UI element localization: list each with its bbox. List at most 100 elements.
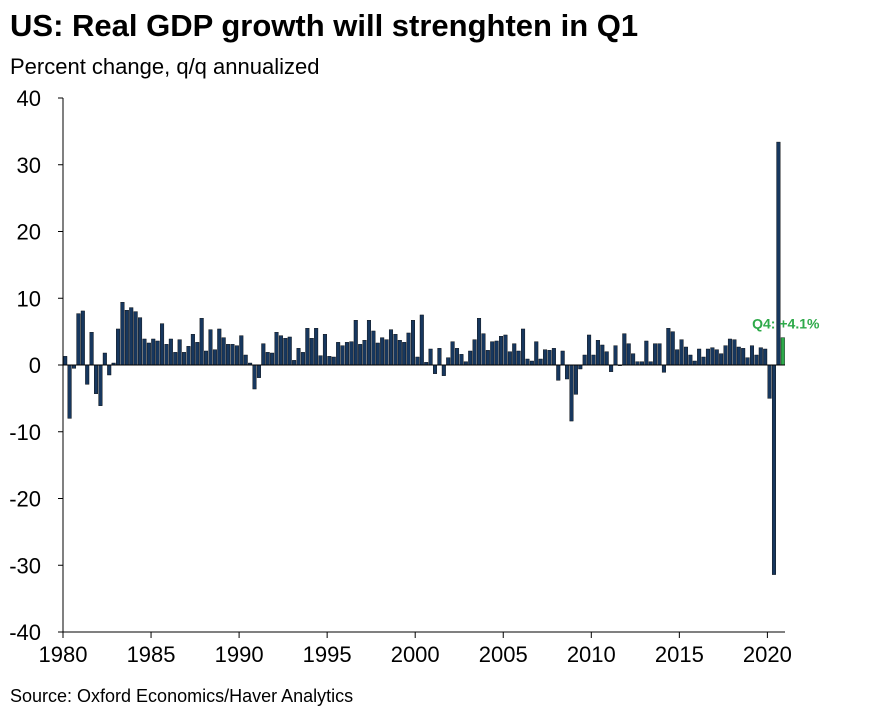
bar [551,348,556,366]
bar [455,348,460,366]
bar [727,338,732,366]
x-tick-label: 2015 [655,642,704,667]
bar [657,343,662,366]
bar [499,336,504,366]
bar [208,329,213,366]
bar-highlight [780,337,785,366]
annotation-group: Q4: +4.1% [752,316,820,332]
chart-subtitle: Percent change, q/q annualized [10,54,320,79]
x-tick-label: 1985 [127,642,176,667]
bar [688,354,693,366]
bar [635,361,640,366]
bar [441,364,446,376]
y-tick-label: -30 [9,553,41,578]
bar [683,346,688,366]
bar [472,339,477,366]
bar [749,345,754,366]
bar [322,334,327,366]
bar [142,338,147,366]
bar [745,357,750,366]
y-tick-label: -10 [9,420,41,445]
bar [124,310,129,366]
bar [754,354,759,366]
bar [309,338,314,366]
bar [164,344,169,366]
bar [274,332,279,366]
bar [204,350,209,366]
bar [556,364,561,381]
x-tick-label: 1995 [303,642,352,667]
bar [270,352,275,366]
bar [177,339,182,366]
bar [85,364,90,385]
bar [300,352,305,366]
bar [459,354,464,366]
bar [393,334,398,366]
bar [644,340,649,366]
bar [146,342,151,366]
bar [631,353,636,366]
bar [521,328,526,366]
bar [212,349,217,366]
bar [758,347,763,366]
bar [318,355,323,366]
bar [221,337,226,366]
bar [305,328,310,366]
bar [534,341,539,366]
bar [591,354,596,366]
bar [538,358,543,366]
source-note: Source: Oxford Economics/Haver Analytics [10,686,354,706]
bar [296,348,301,366]
y-tick-label: -20 [9,487,41,512]
bar [543,349,548,366]
bar [582,354,587,366]
bar [569,364,574,422]
bar [371,330,376,366]
bar [226,344,231,366]
bar [433,364,438,374]
y-tick-label: 10 [17,286,41,311]
bar [336,342,341,366]
bar [98,364,103,406]
bar [587,334,592,366]
bar [560,350,565,366]
bar [415,356,420,366]
bar [397,340,402,366]
bar [261,343,266,366]
bar [507,351,512,366]
bar [138,317,143,366]
bar [600,344,605,366]
bar [380,337,385,366]
bar [160,323,165,366]
bar [763,348,768,366]
bar [102,352,107,366]
bar [340,345,345,366]
bar [217,328,222,366]
bar [116,328,121,366]
bar [195,342,200,366]
x-tick-label: 2010 [567,642,616,667]
bar [239,335,244,366]
bar [129,307,134,366]
y-tick-label: 40 [17,86,41,111]
bar [741,348,746,366]
bar [529,360,534,366]
bar [490,341,495,366]
bar [578,364,583,370]
bar [406,332,411,366]
bar [120,302,125,366]
x-tick-label: 2000 [391,642,440,667]
bar [714,349,719,366]
bar [705,348,710,366]
bar [723,345,728,366]
bar [362,340,367,366]
bar [485,350,490,366]
bar [234,345,239,366]
bar [230,344,235,366]
x-tick-label: 2020 [743,642,792,667]
bar [366,320,371,366]
bar [573,364,578,395]
bar [525,358,530,366]
bar [670,331,675,366]
